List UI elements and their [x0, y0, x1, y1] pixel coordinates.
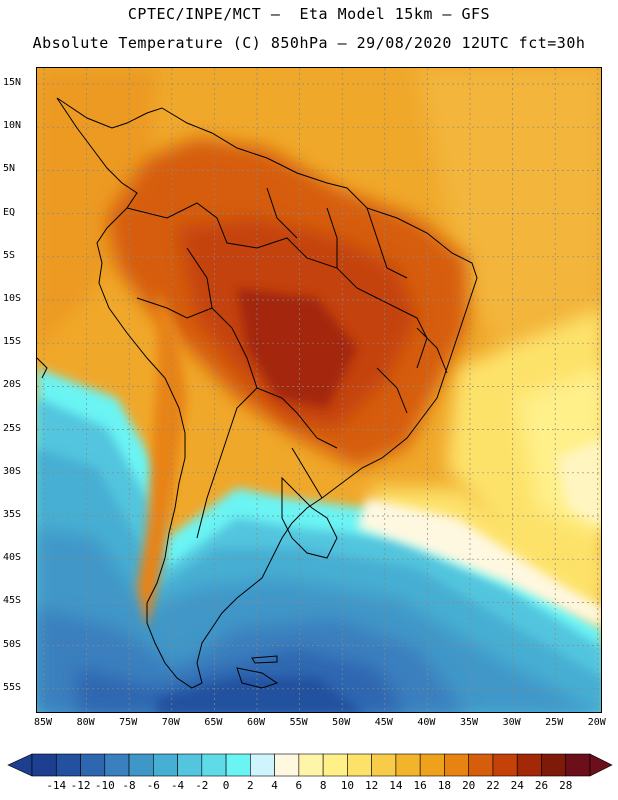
- latitude-label: 45S: [3, 595, 22, 607]
- country-borders: [37, 97, 478, 689]
- colorbar-label: -6: [146, 779, 160, 792]
- colorbar: [7, 753, 613, 777]
- longitude-label: 25W: [545, 717, 564, 728]
- colorbar-label: 26: [534, 779, 549, 792]
- colorbar-label: -12: [70, 779, 91, 792]
- map-subtitle: Absolute Temperature (C) 850hPa — 29/08/…: [32, 34, 586, 52]
- colorbar-swatch: [395, 753, 421, 777]
- colorbar-swatch: [55, 753, 81, 777]
- latitude-label: 35S: [3, 509, 22, 520]
- colorbar-label: 22: [486, 779, 500, 792]
- colorbar-swatch: [516, 753, 542, 777]
- latitude-label: 10S: [3, 293, 22, 304]
- colorbar-swatch: [371, 753, 397, 777]
- colorbar-swatch: [128, 753, 154, 777]
- latitude-label: 25S: [3, 422, 22, 434]
- latitude-label: 15S: [3, 336, 22, 348]
- temperature-map: [37, 68, 601, 712]
- map-panel: [36, 67, 602, 713]
- colorbar-swatch: [80, 753, 106, 777]
- latitude-label: 55S: [3, 681, 22, 693]
- colorbar-swatch: [444, 753, 469, 777]
- colorbar-label: 2: [247, 779, 254, 792]
- colorbar-label: -4: [170, 779, 185, 792]
- colorbar-label: 12: [365, 779, 379, 792]
- latitude-label: 10N: [3, 120, 22, 132]
- colorbar-label: 28: [559, 779, 573, 792]
- latitude-label: 40S: [3, 552, 22, 564]
- longitude-label: 60W: [246, 717, 266, 728]
- colorbar-swatch: [541, 753, 567, 777]
- colorbar-label: -2: [195, 779, 209, 792]
- colorbar-swatch: [419, 753, 445, 777]
- lat-lon-gridlines: [37, 68, 601, 712]
- longitude-label: 70W: [161, 717, 180, 728]
- colorbar-swatch: [274, 753, 300, 777]
- colorbar-swatch: [565, 753, 591, 777]
- colorbar-swatch: [468, 753, 494, 777]
- latitude-label: 50S: [3, 638, 22, 650]
- longitude-label: 20W: [587, 717, 606, 728]
- latitude-label: 20S: [3, 379, 22, 391]
- colorbar-label: 0: [222, 779, 230, 792]
- colorbar-max-arrow: [589, 753, 613, 777]
- colorbar-label: -8: [122, 779, 136, 792]
- colorbar-label: 4: [271, 779, 278, 792]
- colorbar-label: 16: [413, 779, 427, 792]
- longitude-label: 50W: [332, 717, 351, 728]
- colorbar-swatch: [104, 753, 130, 777]
- longitude-label: 75W: [119, 717, 138, 728]
- colorbar-label: 6: [295, 779, 303, 792]
- colorbar-swatch: [153, 753, 178, 777]
- colorbar-label: 10: [340, 779, 355, 792]
- latitude-label: 5N: [3, 163, 16, 175]
- colorbar-label: -10: [94, 779, 115, 792]
- colorbar-label: 20: [462, 779, 476, 792]
- colorbar-swatch: [250, 753, 275, 777]
- longitude-label: 40W: [417, 717, 436, 728]
- colorbar-swatch: [492, 753, 518, 777]
- colorbar-label: 24: [510, 779, 524, 792]
- longitude-label: 35W: [459, 717, 479, 728]
- temperature-field: [37, 68, 601, 712]
- longitude-label: 30W: [502, 717, 521, 728]
- colorbar-min-arrow: [7, 753, 33, 777]
- colorbar-label: 14: [389, 779, 403, 792]
- latitude-label: 15N: [3, 77, 22, 88]
- colorbar-swatch: [347, 753, 372, 777]
- colorbar-swatch: [298, 753, 324, 777]
- latitude-label: 5S: [3, 249, 16, 261]
- colorbar-label: 8: [319, 779, 327, 792]
- colorbar-swatch: [177, 753, 203, 777]
- colorbar-swatch: [31, 753, 57, 777]
- latitude-label: 30S: [3, 465, 22, 477]
- colorbar-label: -14: [46, 779, 67, 792]
- longitude-label: 85W: [33, 717, 53, 728]
- latitude-label: EQ: [3, 206, 16, 218]
- longitude-label: 45W: [374, 717, 393, 728]
- longitude-label: 55W: [289, 717, 308, 728]
- map-title: CPTEC/INPE/MCT — Eta Model 15km — GFS: [127, 5, 491, 23]
- colorbar-swatch: [201, 753, 227, 777]
- colorbar-label: 18: [437, 779, 452, 792]
- colorbar-swatch: [225, 753, 251, 777]
- longitude-label: 65W: [204, 717, 223, 728]
- colorbar-swatch: [322, 753, 348, 777]
- longitude-label: 80W: [76, 717, 95, 728]
